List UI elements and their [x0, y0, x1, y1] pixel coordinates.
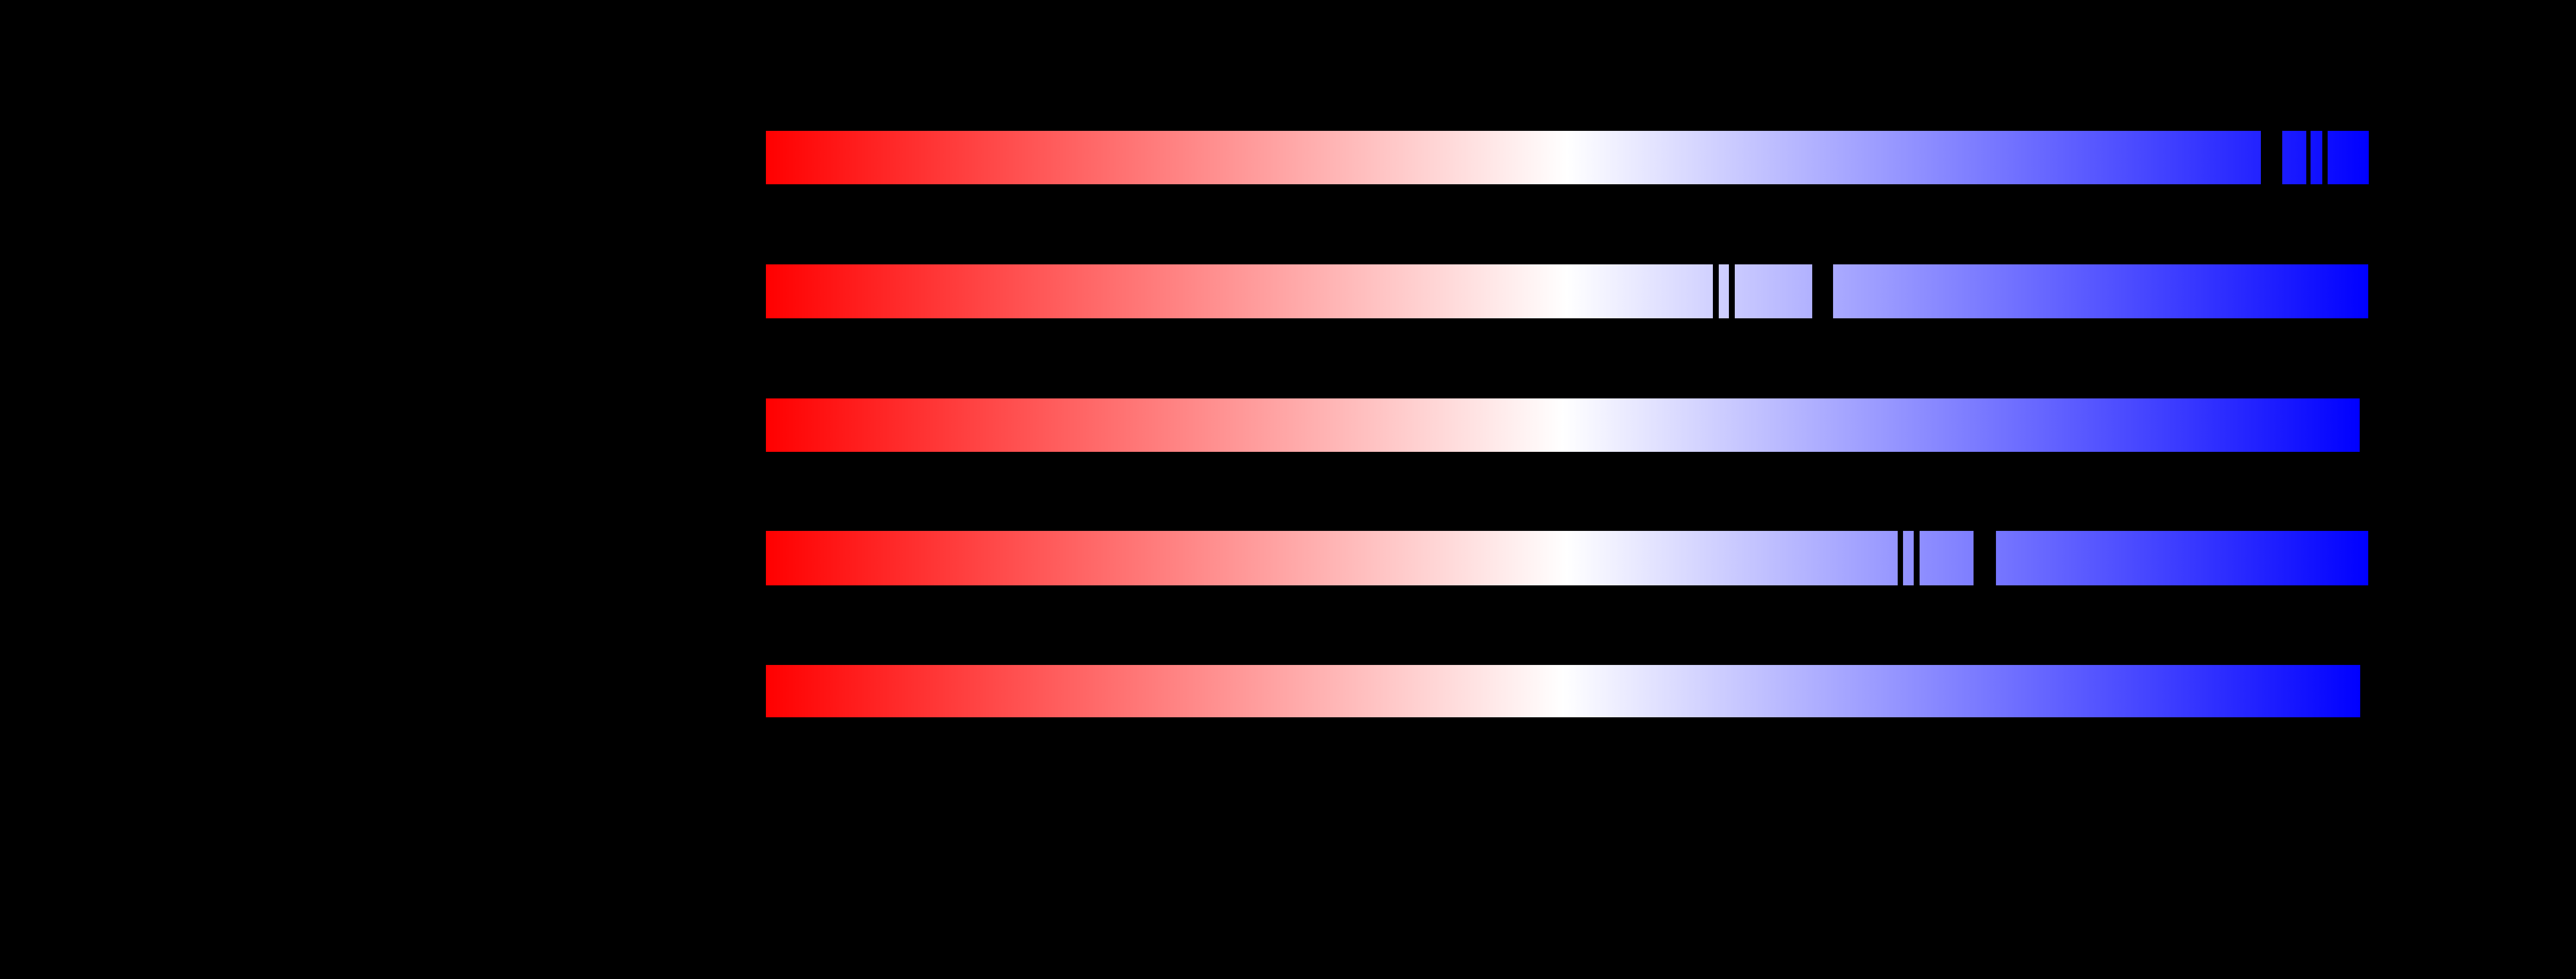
gap-marker [1914, 530, 1920, 586]
gap-marker [1898, 530, 1903, 586]
gradient-strip-3 [766, 398, 2360, 452]
gradient-strip-1 [766, 130, 2369, 185]
gradient-strip-5 [766, 665, 2360, 717]
gap-marker [1812, 264, 1833, 319]
gap-marker [1729, 264, 1735, 319]
gap-marker [2261, 130, 2282, 185]
gap-marker [1713, 264, 1719, 319]
gap-marker [2306, 130, 2311, 185]
gap-marker [1974, 530, 1996, 586]
gradient-strip-4 [766, 530, 2368, 586]
gap-marker [2322, 130, 2328, 185]
gradient-strip-2 [766, 264, 2368, 319]
